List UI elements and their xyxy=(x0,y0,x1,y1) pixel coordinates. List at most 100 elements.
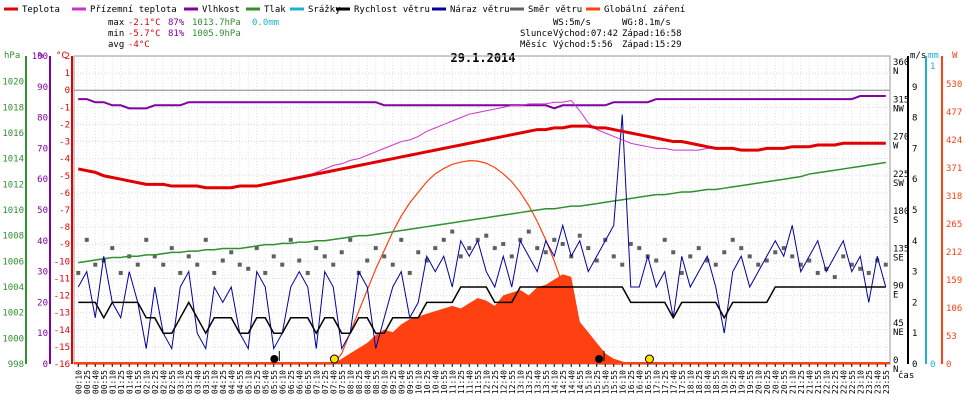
stats-max-label: max xyxy=(108,18,125,28)
x-tick-label: 10:25 xyxy=(423,370,432,394)
wind-dir-point xyxy=(858,266,863,271)
wind-dir-point xyxy=(535,246,540,251)
legend: Teplota Přízemní teplota Vlhkost Tlak Srážky… xyxy=(4,5,685,15)
wind-dir-point xyxy=(288,237,293,242)
series-line-rychlost-větru xyxy=(78,286,886,335)
sun-icon xyxy=(329,354,339,364)
x-tick-label: 07:25 xyxy=(321,370,330,394)
humidity-tick-label: 30 xyxy=(37,268,48,278)
sun-label: Slunce xyxy=(520,29,553,39)
wind-dir-point xyxy=(254,246,259,251)
wind-dir-point xyxy=(441,237,446,242)
wind-dir-point xyxy=(492,246,497,251)
x-tick-label: 03:10 xyxy=(176,370,185,394)
humidity-tick-label: 10 xyxy=(37,329,48,339)
temp-tick-label: -13 xyxy=(54,309,70,319)
wind-dir-point xyxy=(849,262,854,267)
wind-dir-point xyxy=(331,262,336,267)
x-tick-label: 09:55 xyxy=(406,370,415,394)
wind-dir-point xyxy=(798,262,803,267)
pressure-tick-label: 1000 xyxy=(2,334,24,344)
series-line-tlak xyxy=(78,161,886,264)
wind-speed-tick-label: 4 xyxy=(912,237,917,247)
humidity-tick-label: 70 xyxy=(37,144,48,154)
x-tick-label: 19:40 xyxy=(737,370,746,394)
wind-dir-point xyxy=(501,241,506,246)
wind-dir-point xyxy=(484,233,489,238)
x-tick-label: 01:10 xyxy=(108,370,117,394)
x-tick-label: 16:10 xyxy=(618,370,627,394)
wind-dir-point xyxy=(824,266,829,271)
wind-dir-point xyxy=(450,229,455,234)
x-tick-label: 22:10 xyxy=(822,370,831,394)
temp-tick-label: -5 xyxy=(59,172,70,182)
x-tick-label: 14:40 xyxy=(567,370,576,394)
wind-dir-point xyxy=(637,246,642,251)
wind-dir-point xyxy=(246,266,251,271)
stats-min-press: 1005.9hPa xyxy=(192,29,241,39)
axis-unit-degc: °C xyxy=(56,51,67,61)
wind-dir-point xyxy=(101,258,106,263)
wind-dir-point xyxy=(348,237,353,242)
wind-dir-point xyxy=(781,246,786,251)
wind-dir-point xyxy=(263,270,268,275)
wind-dir-point xyxy=(314,246,319,251)
x-tick-label: 12:10 xyxy=(482,370,491,394)
x-tick-label: 10:55 xyxy=(440,370,449,394)
wind-dir-tick-label: 225 xyxy=(893,170,909,180)
x-tick-label: 16:25 xyxy=(627,370,636,394)
wind-dir-point xyxy=(203,237,208,242)
wind-speed-tick-label: 7 xyxy=(912,144,917,154)
x-tick-label: 17:55 xyxy=(678,370,687,394)
x-tick-label: 02:55 xyxy=(168,370,177,394)
legend-label: Vlhkost xyxy=(202,5,240,15)
x-tick-label: 04:40 xyxy=(227,370,236,394)
moon-icon xyxy=(270,355,279,363)
wind-dir-point xyxy=(543,250,548,255)
x-tick-label: 13:25 xyxy=(525,370,534,394)
wind-dir-point xyxy=(696,246,701,251)
x-tick-label: 20:40 xyxy=(771,370,780,394)
x-tick-label: 03:25 xyxy=(185,370,194,394)
humidity-tick-label: 100 xyxy=(32,52,48,62)
x-tick-label: 05:40 xyxy=(261,370,270,394)
x-tick-label: 06:55 xyxy=(304,370,313,394)
x-tick-label: 19:25 xyxy=(729,370,738,394)
wind-dir-point xyxy=(433,246,438,251)
x-tick-label: 12:55 xyxy=(508,370,517,394)
wind-dir-point xyxy=(365,258,370,263)
temp-tick-label: -2 xyxy=(59,120,70,130)
wind-dir-point xyxy=(883,262,888,267)
legend-label: Rychlost větru xyxy=(354,5,430,15)
wind-dir-point xyxy=(654,258,659,263)
wind-dir-point xyxy=(552,237,557,242)
temp-tick-label: -16 xyxy=(54,360,70,370)
stats-min-hum: 81% xyxy=(168,29,185,39)
legend-label: Směr větru xyxy=(528,5,582,15)
wind-speed-tick-label: 5 xyxy=(912,206,917,216)
wind-dir-point xyxy=(747,254,752,259)
wind-dir-point xyxy=(594,258,599,263)
wind-dir-point xyxy=(713,262,718,267)
axis-unit-hpa: hPa xyxy=(4,51,20,61)
x-tick-label: 04:55 xyxy=(236,370,245,394)
wind-dir-point xyxy=(382,254,387,259)
legend-label: Globální záření xyxy=(604,5,685,15)
x-tick-label: 13:55 xyxy=(542,370,551,394)
x-tick-label: 06:40 xyxy=(295,370,304,394)
axis-unit-ms: m/s xyxy=(910,51,926,61)
humidity-tick-label: 60 xyxy=(37,175,48,185)
x-tick-label: 21:25 xyxy=(797,370,806,394)
radiation-tick-label: 106 xyxy=(946,304,962,314)
moon-icon xyxy=(595,355,604,363)
wind-dir-tick-label: N xyxy=(893,67,898,77)
wind-dir-point xyxy=(832,275,837,280)
x-tick-label: 14:55 xyxy=(576,370,585,394)
wind-dir-point xyxy=(390,262,395,267)
stats-min-label: min xyxy=(108,29,124,39)
wind-dir-tick-label: 90 xyxy=(893,282,904,292)
wind-dir-tick-label: 135 xyxy=(893,244,909,254)
x-tick-label: 09:40 xyxy=(397,370,406,394)
wind-dir-point xyxy=(866,270,871,275)
x-tick-label: 21:10 xyxy=(788,370,797,394)
